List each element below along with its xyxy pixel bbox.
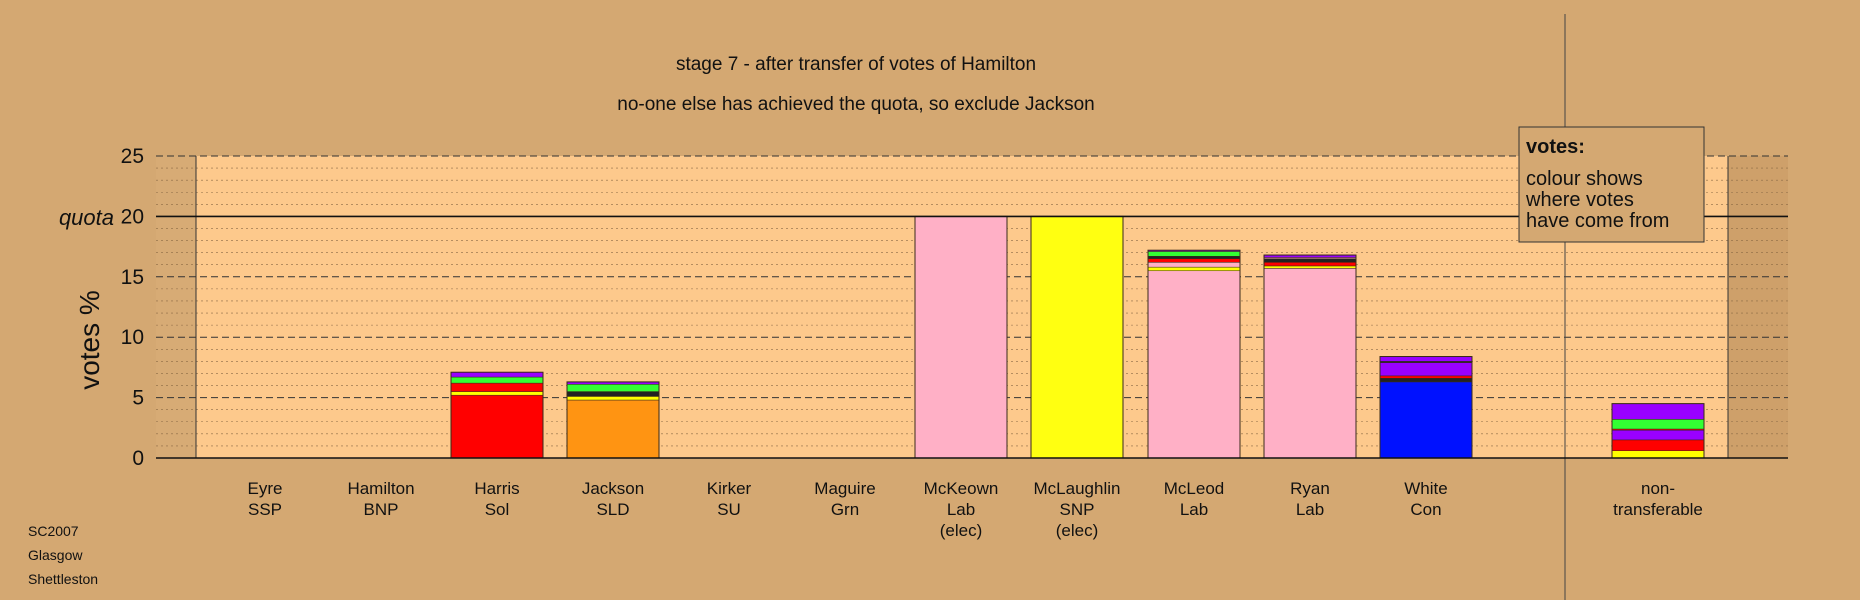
bar-segment — [450, 382, 544, 392]
bar-segment — [1147, 256, 1241, 259]
candidate-label: Maguire — [814, 479, 875, 498]
bar-segment — [566, 384, 660, 392]
bar-stack — [1611, 403, 1705, 459]
bar-stack — [1379, 356, 1473, 459]
candidate-label: Con — [1410, 500, 1441, 519]
candidate-label: McLeod — [1164, 479, 1224, 498]
candidate-label: Sol — [485, 500, 510, 519]
candidate-label: Harris — [474, 479, 519, 498]
bar-stack — [566, 381, 660, 459]
bar-segment — [1611, 439, 1705, 452]
candidate-label: (elec) — [940, 521, 983, 540]
candidate-label: McKeown — [924, 479, 999, 498]
candidate-label: non- — [1641, 479, 1675, 498]
candidate-label: Lab — [1180, 500, 1208, 519]
candidate-label: Lab — [947, 500, 975, 519]
bar-segment — [566, 391, 660, 397]
bar-segment — [1147, 262, 1241, 268]
candidate-label: Kirker — [707, 479, 752, 498]
candidate-label: (elec) — [1056, 521, 1099, 540]
candidate-label: transferable — [1613, 500, 1703, 519]
bar-segment — [450, 394, 544, 459]
bar-segment — [450, 376, 544, 384]
bar-segment — [1030, 216, 1124, 459]
bar-segment — [1147, 258, 1241, 263]
y-tick-label: 25 — [121, 145, 144, 168]
quota-label: quota — [59, 205, 114, 230]
footer-line-1: SC2007 — [28, 523, 79, 539]
candidate-label: McLaughlin — [1034, 479, 1121, 498]
bar-segment — [1611, 419, 1705, 430]
bar-segment — [1611, 429, 1705, 441]
legend-box — [1518, 126, 1705, 243]
legend-line-2: where votes — [1525, 189, 1634, 211]
plot-background-left — [156, 156, 196, 458]
bar-stack — [1030, 215, 1124, 459]
bar-segment — [1147, 266, 1241, 272]
bar-stack — [1263, 254, 1357, 459]
candidate-label: Jackson — [582, 479, 644, 498]
bar-segment — [1611, 450, 1705, 459]
legend: votes: colour shows where votes have com… — [1518, 126, 1705, 243]
plot-background-right — [1728, 156, 1788, 458]
candidate-label: SNP — [1060, 500, 1095, 519]
legend-line-3: have come from — [1526, 210, 1669, 232]
y-tick-label: 20 — [121, 205, 144, 228]
footer-line-3: Shettleston — [28, 571, 98, 587]
candidate-label: BNP — [364, 500, 399, 519]
bar-segment — [450, 371, 544, 378]
legend-line-1: colour shows — [1526, 168, 1643, 190]
bar-segment — [566, 396, 660, 401]
candidate-label: Grn — [831, 500, 859, 519]
y-tick-label: 0 — [132, 447, 144, 470]
bar-segment — [1379, 375, 1473, 379]
chart-title: stage 7 - after transfer of votes of Ham… — [676, 54, 1036, 75]
bar-segment — [1611, 403, 1705, 420]
bar-segment — [566, 399, 660, 459]
bar-segment — [1263, 265, 1357, 269]
bar-segment — [1263, 258, 1357, 263]
y-tick-label: 10 — [121, 326, 144, 349]
candidate-label: Ryan — [1290, 479, 1330, 498]
bar-segment — [1379, 356, 1473, 362]
bar-stack — [1147, 249, 1241, 459]
candidate-label: White — [1404, 479, 1447, 498]
candidate-label: Hamilton — [347, 479, 414, 498]
y-tick-label: 5 — [132, 387, 144, 410]
bars-group — [450, 215, 1705, 459]
bar-segment — [1263, 262, 1357, 267]
bar-segment — [1147, 270, 1241, 459]
bar-segment — [1379, 381, 1473, 459]
candidate-label: SSP — [248, 500, 282, 519]
y-axis-label: votes % — [74, 290, 105, 390]
legend-title: votes: — [1526, 136, 1585, 158]
bar-segment — [1379, 362, 1473, 377]
candidate-label: Eyre — [248, 479, 283, 498]
candidate-label: Lab — [1296, 500, 1324, 519]
bar-stack — [450, 371, 544, 459]
bar-segment — [914, 216, 1008, 459]
footer-line-2: Glasgow — [28, 547, 83, 563]
candidate-labels: Eyre SSP Hamilton BNP Harris Sol Jackson SLD Kir… — [248, 479, 1703, 540]
bar-stack — [914, 215, 1008, 459]
chart-subtitle: no-one else has achieved the quota, so e… — [617, 94, 1094, 115]
bar-segment — [1379, 378, 1473, 383]
bar-segment — [1263, 268, 1357, 459]
candidate-label: SLD — [596, 500, 629, 519]
y-tick-label: 15 — [121, 266, 144, 289]
y-tick-labels: 0 5 10 15 20 25 — [121, 145, 144, 470]
bar-segment — [1147, 251, 1241, 257]
bar-segment — [450, 391, 544, 396]
candidate-label: SU — [717, 500, 741, 519]
